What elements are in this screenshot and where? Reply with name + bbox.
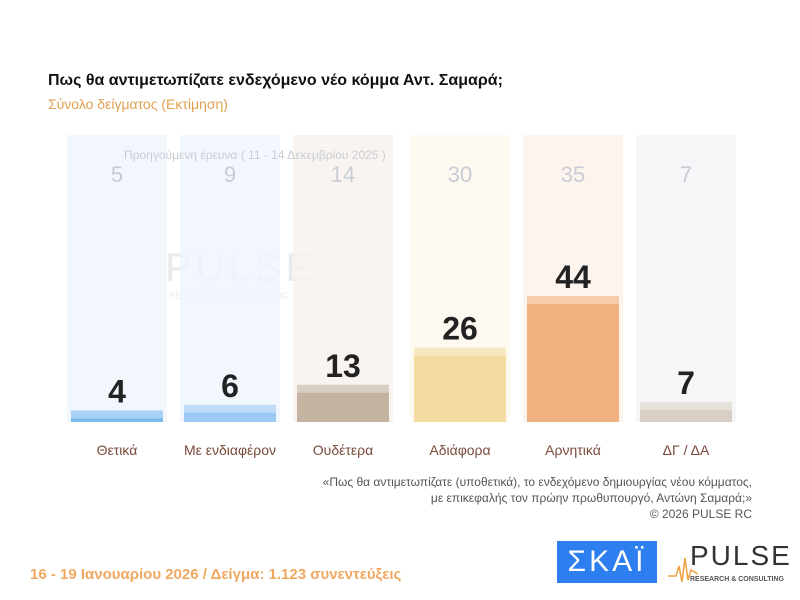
bar [527,296,619,422]
previous-column-bg [636,135,736,422]
skai-logo: ΣΚΑΪ [557,541,657,583]
note-line: με επικεφαλής τον πρώην πρωθυπουργό, Αντ… [430,491,752,505]
bar-highlight [527,296,619,305]
value-label: 44 [555,259,591,295]
previous-value-label: 5 [111,162,123,187]
category-label: Θετικά [97,442,138,458]
previous-value-label: 30 [448,162,472,187]
value-label: 7 [677,365,695,401]
question-note: «Πως θα αντιμετωπίζατε (υποθετικά), το ε… [323,474,752,522]
chart-title: Πως θα αντιμετωπίζατε ενδεχόμενο νέο κόμ… [48,72,503,89]
note-line: «Πως θα αντιμετωπίζατε (υποθετικά), το ε… [322,475,752,489]
category-label: Με ενδιαφέρον [184,442,276,458]
pulse-wave-icon [668,557,698,583]
previous-column-bg [67,135,167,422]
pulse-logo-text: PULSE [690,540,792,571]
previous-value-label: 35 [561,162,585,187]
bar-highlight [297,384,389,393]
bar-chart: 5 4 Θετικά 9 6 Με ενδιαφέρον 14 13 Ουδέτερα 30 26 Α… [67,135,736,458]
previous-value-label: 14 [331,162,355,187]
value-label: 4 [108,374,126,410]
value-label: 6 [221,368,239,404]
footer-date-sample: 16 - 19 Ιανουαρίου 2026 / Δείγμα: 1.123 … [30,566,402,583]
bar-highlight [414,347,506,356]
bar [184,404,276,422]
category-label: Αρνητικά [545,442,601,458]
category-label: ΔΓ / ΔΑ [663,442,710,458]
chart-subtitle: Σύνολο δείγματος (Εκτίμηση) [48,96,228,112]
previous-value-label: 7 [680,162,692,187]
bar-highlight [640,401,732,410]
bar [414,347,506,422]
bar [640,401,732,422]
value-label: 13 [325,348,361,384]
bar [71,410,163,422]
bar [297,384,389,422]
copyright: © 2026 PULSE RC [649,507,752,521]
category-label: Ουδέτερα [313,442,373,458]
bar-highlight [184,404,276,413]
category-label: Αδιάφορα [429,442,490,458]
pulse-logo: PULSE RESEARCH & CONSULTING [668,540,792,588]
previous-column-bg [293,135,393,422]
previous-column-bg [180,135,280,422]
previous-value-label: 9 [224,162,236,187]
bar-highlight [71,410,163,419]
pulse-logo-subtext: RESEARCH & CONSULTING [690,576,784,583]
value-label: 26 [442,311,478,347]
previous-survey-label: Προηγούμενη έρευνα ( 11 - 14 Δεκεμβρίου … [124,148,386,162]
